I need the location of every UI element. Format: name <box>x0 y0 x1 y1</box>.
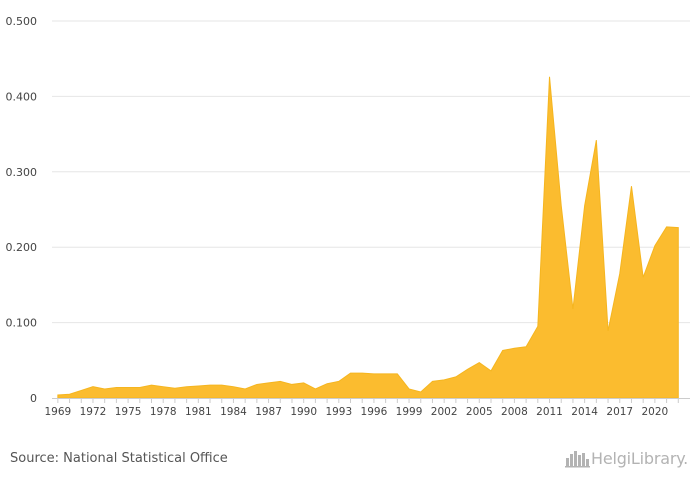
y-axis-ticks: 0 0.100 0.200 0.300 0.400 0.500 <box>6 15 38 405</box>
x-tick-label: 1978 <box>150 406 177 418</box>
x-tick-label: 2011 <box>536 406 563 418</box>
y-tick-label: 0 <box>30 392 37 405</box>
x-tick-label: 1969 <box>44 406 71 418</box>
x-tick-label: 1984 <box>220 406 247 418</box>
series-area <box>57 76 679 399</box>
x-tick-label: 1999 <box>396 406 423 418</box>
y-tick-label: 0.500 <box>6 15 38 28</box>
y-tick-label: 0.200 <box>6 241 38 254</box>
x-tick-label: 2008 <box>501 406 528 418</box>
x-tick-label: 1996 <box>361 406 388 418</box>
x-tick-label: 2014 <box>571 406 598 418</box>
x-tick-label: 1975 <box>115 406 142 418</box>
y-tick-label: 0.100 <box>6 317 38 330</box>
x-tick-label: 1993 <box>325 406 352 418</box>
x-tick-label: 2017 <box>606 406 633 418</box>
y-tick-label: 0.400 <box>6 90 38 103</box>
x-tick-label: 1987 <box>255 406 282 418</box>
x-tick-label: 2005 <box>466 406 493 418</box>
x-tick-label: 2020 <box>642 406 669 418</box>
x-tick-label: 1981 <box>185 406 212 418</box>
brand-name: HelgiLibrary. <box>591 449 689 468</box>
y-tick-label: 0.300 <box>6 166 38 179</box>
x-tick-label: 2002 <box>431 406 458 418</box>
city-skyline-icon <box>565 450 590 467</box>
x-axis-ticks: 1969 1972 1975 1978 1981 1984 1987 1990 1993 1996… <box>44 398 679 418</box>
x-tick-label: 1972 <box>80 406 107 418</box>
x-tick-label: 1990 <box>290 406 317 418</box>
brand-logo[interactable]: HelgiLibrary. <box>565 449 688 468</box>
source-note: Source: National Statistical Office <box>10 451 228 466</box>
